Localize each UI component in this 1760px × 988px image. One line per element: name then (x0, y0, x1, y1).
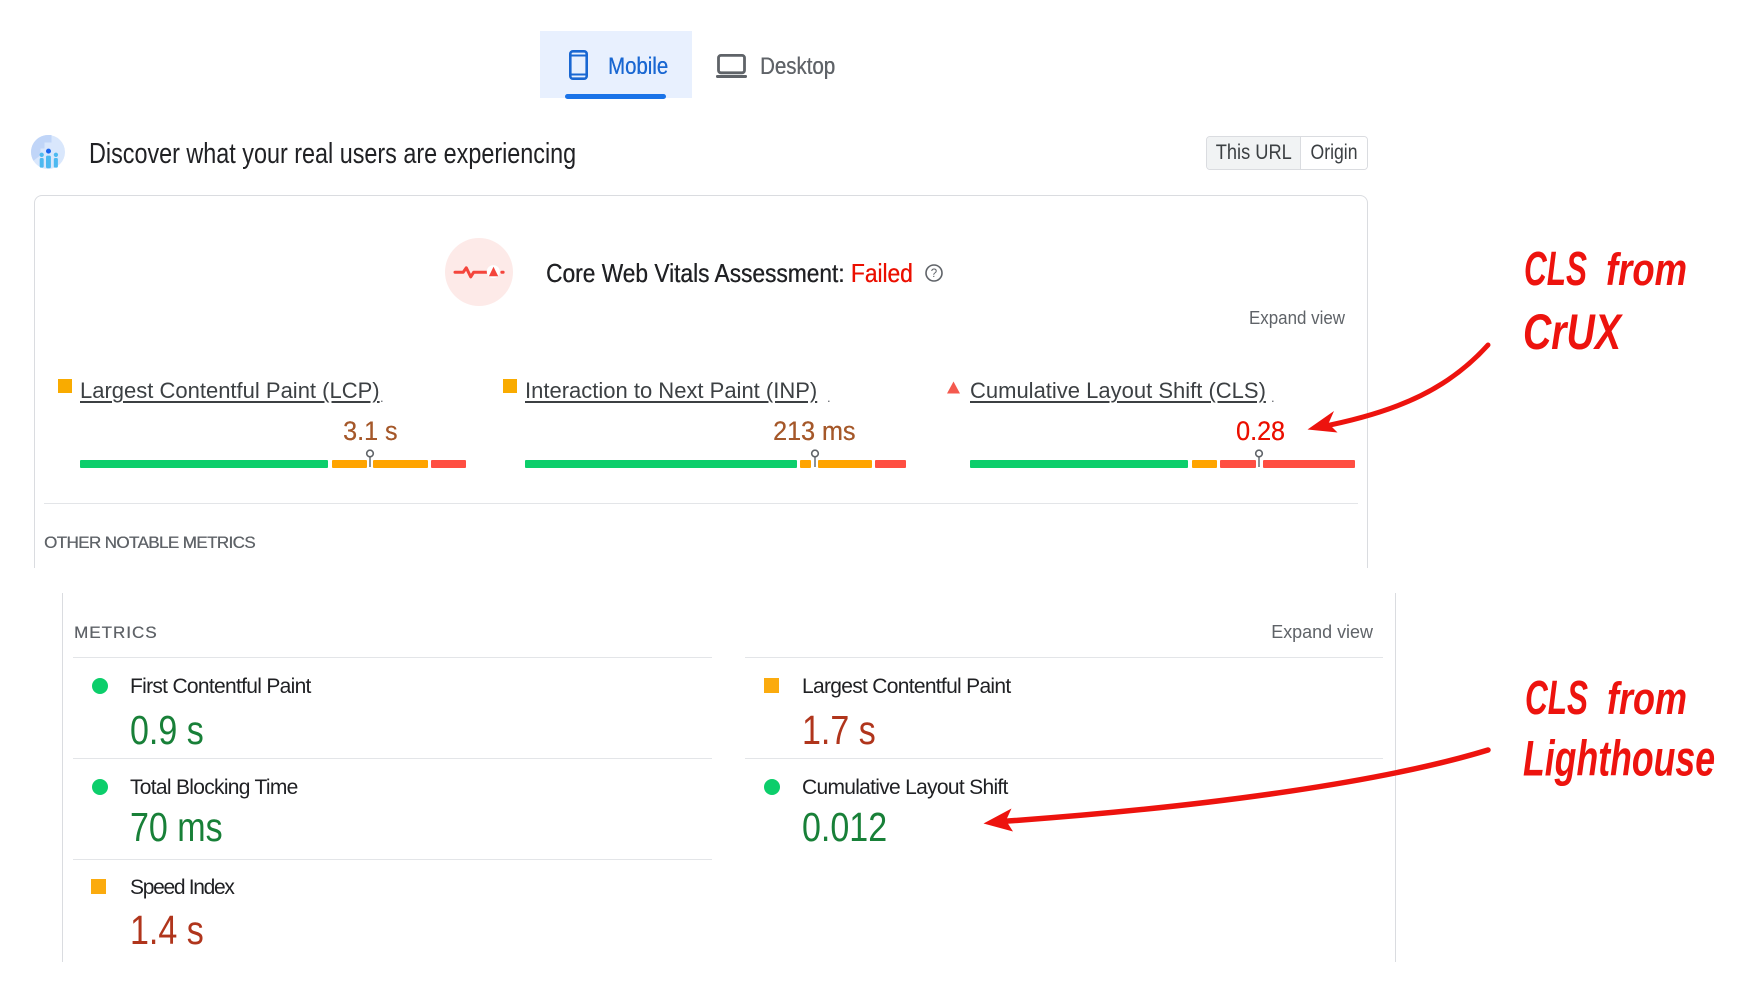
svg-text:Lighthouse: Lighthouse (1523, 732, 1715, 787)
svg-text:from: from (1607, 673, 1687, 724)
svg-text:from: from (1606, 244, 1687, 295)
svg-text:CLS: CLS (1524, 241, 1587, 295)
svg-text:?: ? (931, 268, 937, 280)
svg-text:CrUX: CrUX (1523, 303, 1624, 360)
svg-text:CLS: CLS (1525, 670, 1588, 724)
